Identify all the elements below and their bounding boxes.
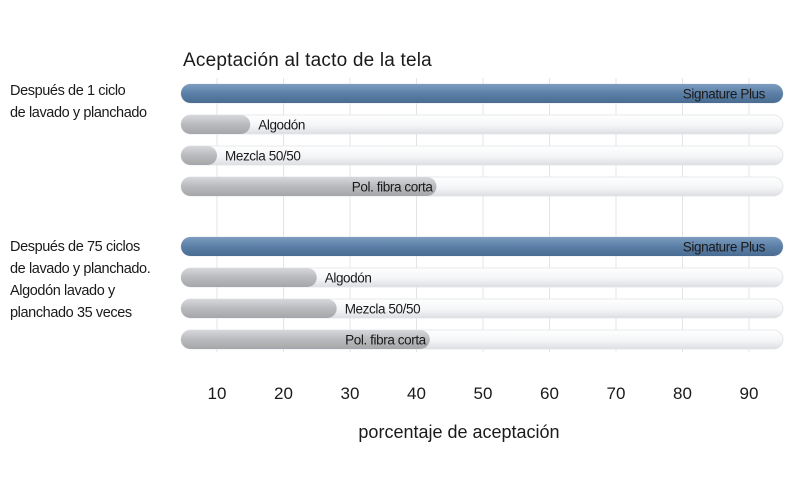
x-tick-label: 10 — [208, 384, 227, 403]
bar — [181, 330, 430, 349]
bar — [181, 115, 251, 134]
x-tick-label: 40 — [407, 384, 426, 403]
x-tick-label: 90 — [740, 384, 759, 403]
group-label-line: de lavado y planchado — [10, 105, 147, 121]
x-tick-label: 50 — [474, 384, 493, 403]
x-tick-label: 60 — [540, 384, 559, 403]
group-label-1-cycle: Después de 1 ciclo de lavado y planchado — [10, 80, 147, 124]
bar-highlight — [181, 237, 783, 256]
x-axis-label: porcentaje de aceptación — [358, 422, 560, 442]
x-axis-ticks: 10 20 30 40 50 60 70 80 90 — [208, 384, 759, 403]
bar-highlight — [181, 84, 783, 103]
bar — [181, 299, 337, 318]
bar — [181, 146, 217, 165]
bar-label: Algodón — [258, 118, 305, 133]
group-label-line: planchado 35 veces — [10, 305, 132, 321]
x-tick-label: 20 — [274, 384, 293, 403]
x-tick-label: 70 — [607, 384, 626, 403]
bar-label: Signature Plus — [683, 87, 766, 102]
bar-label: Mezcla 50/50 — [225, 149, 301, 164]
bar — [181, 268, 317, 287]
bar-label: Algodón — [325, 271, 372, 286]
x-tick-label: 80 — [673, 384, 692, 403]
bar-label: Pol. fibra corta — [345, 333, 427, 348]
group-label-line: Algodón lavado y — [10, 283, 115, 299]
group-label-line: Después de 75 ciclos — [10, 239, 140, 255]
bar — [181, 177, 437, 196]
group-label-75-cycles: Después de 75 ciclos de lavado y plancha… — [10, 236, 151, 324]
bar-label: Signature Plus — [683, 240, 766, 255]
bars: Signature Plus Algodón Mezcla 50/50 Pol. fi… — [180, 83, 784, 350]
bar-label: Pol. fibra corta — [352, 180, 434, 195]
x-tick-label: 30 — [341, 384, 360, 403]
bar-label: Mezcla 50/50 — [345, 302, 421, 317]
chart-title: Aceptación al tacto de la tela — [183, 50, 432, 71]
group-label-line: de lavado y planchado. — [10, 261, 151, 277]
group-label-line: Después de 1 ciclo — [10, 83, 126, 99]
